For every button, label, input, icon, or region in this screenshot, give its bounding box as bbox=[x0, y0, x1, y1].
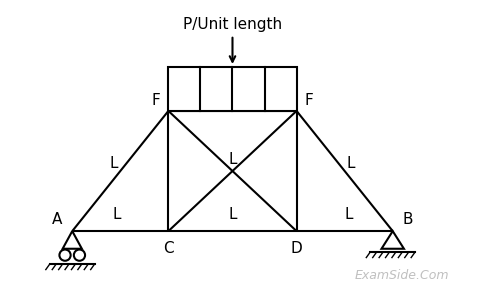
Polygon shape bbox=[62, 231, 82, 249]
Text: L: L bbox=[109, 156, 118, 171]
Text: L: L bbox=[346, 156, 355, 171]
Bar bbox=[168, 67, 296, 111]
Polygon shape bbox=[381, 231, 403, 249]
Text: L: L bbox=[228, 207, 236, 221]
Text: P/Unit length: P/Unit length bbox=[182, 17, 281, 32]
Text: D: D bbox=[290, 241, 302, 256]
Text: F: F bbox=[304, 93, 312, 108]
Text: F: F bbox=[151, 93, 160, 108]
Text: C: C bbox=[163, 241, 173, 256]
Circle shape bbox=[74, 249, 85, 261]
Text: L: L bbox=[344, 207, 352, 221]
Circle shape bbox=[60, 249, 71, 261]
Text: A: A bbox=[52, 212, 62, 227]
Text: ExamSide.Com: ExamSide.Com bbox=[354, 269, 448, 282]
Text: L: L bbox=[112, 207, 120, 221]
Text: L: L bbox=[228, 152, 236, 166]
Text: B: B bbox=[401, 212, 412, 227]
